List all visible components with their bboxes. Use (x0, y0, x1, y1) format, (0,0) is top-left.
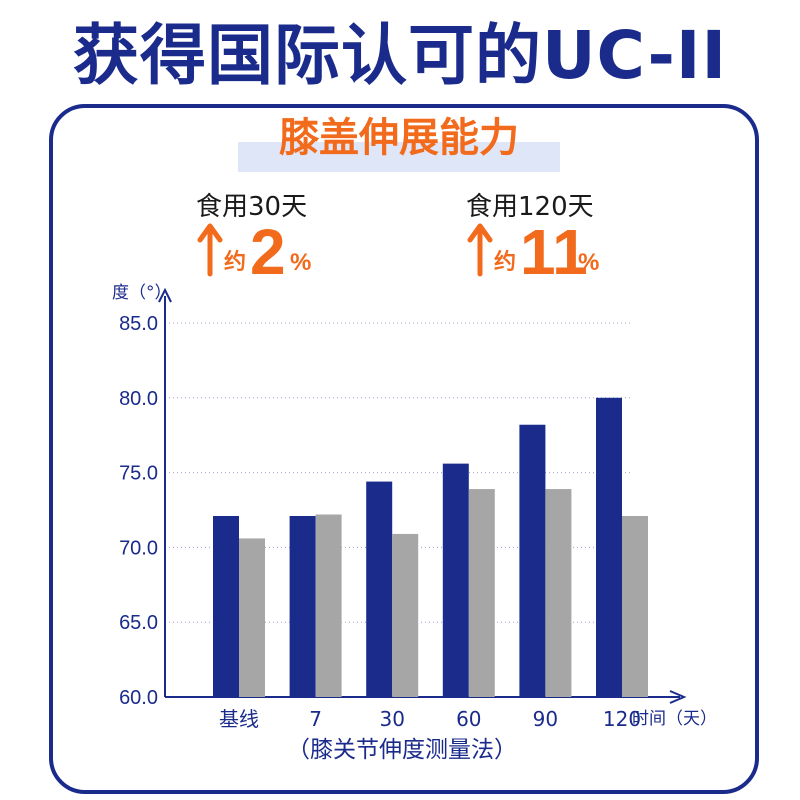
stat-percent: % (578, 249, 600, 276)
stat-number: 11 (520, 216, 588, 288)
y-tick-label: 80.0 (119, 388, 158, 410)
y-tick-label: 75.0 (119, 463, 158, 485)
y-tick-label: 70.0 (119, 537, 158, 559)
stat-approx: 约 (224, 250, 247, 275)
y-tick-label: 85.0 (119, 313, 158, 335)
x-axis-arrow (669, 690, 687, 704)
stat-label: 食用120天 (466, 192, 594, 222)
up-arrow-icon (197, 223, 223, 277)
bar (442, 463, 469, 697)
x-tick-label: 120 (603, 707, 641, 731)
x-tick-label: 90 (533, 707, 558, 731)
bar (622, 515, 648, 697)
bar (289, 515, 316, 697)
bar (239, 538, 265, 697)
x-axis-label: 时间（天） (632, 709, 717, 729)
x-tick-label: 60 (456, 707, 481, 731)
subtitle-block: 膝盖伸展能力 (238, 108, 560, 174)
y-axis-label: 度（°） (112, 283, 172, 303)
bar (596, 397, 622, 697)
footnote: （膝关节伸度测量法） (287, 737, 517, 763)
stat-percent: % (290, 249, 312, 276)
subtitle: 膝盖伸展能力 (279, 115, 519, 161)
stat-value: 约 11 % (466, 216, 696, 290)
up-arrow-icon (467, 223, 493, 277)
bar (545, 489, 572, 697)
stat-approx: 约 (494, 250, 517, 275)
bar (468, 489, 495, 697)
bar (315, 514, 342, 697)
bar (519, 424, 546, 697)
bar (366, 481, 393, 697)
y-axis-arrow (158, 287, 172, 303)
x-tick-label: 基线 (219, 707, 259, 731)
y-tick-label: 60.0 (119, 687, 158, 709)
bar (213, 515, 239, 697)
bar (392, 533, 419, 697)
x-tick-label: 30 (379, 707, 404, 731)
stat-value: 约 2 % (196, 216, 426, 290)
stat-label: 食用30天 (196, 192, 308, 222)
x-tick-label: 7 (309, 707, 322, 731)
stat-number: 2 (250, 216, 286, 288)
headline: 获得国际认可的UC-II (72, 17, 728, 94)
y-tick-label: 65.0 (119, 612, 158, 634)
subtitle-highlight (238, 142, 560, 172)
